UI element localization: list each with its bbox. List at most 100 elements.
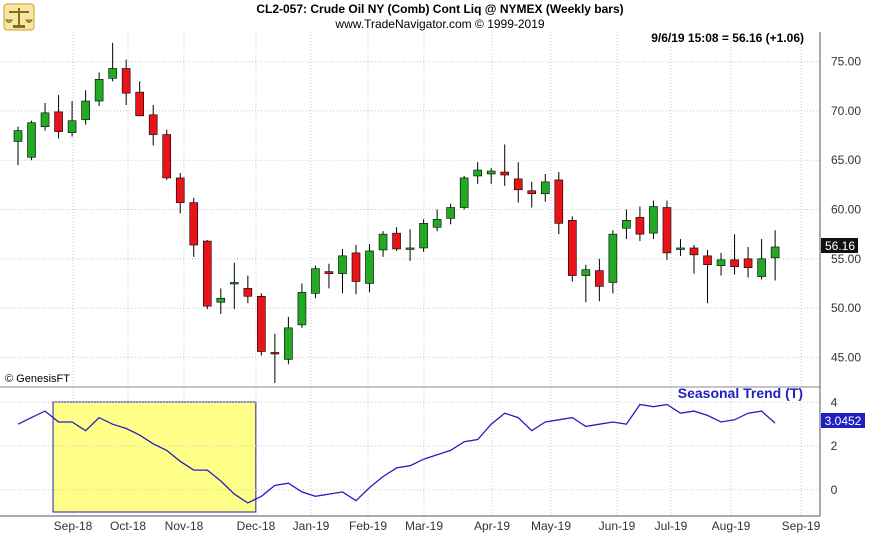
candle [297, 283, 307, 328]
candle [608, 230, 618, 294]
candle [689, 245, 699, 274]
x-tick-label: Aug-19 [712, 519, 751, 533]
candle [568, 216, 577, 282]
candles [13, 42, 780, 384]
candle [13, 126, 23, 166]
candle-body [405, 247, 415, 250]
candle [432, 209, 442, 232]
candle [743, 246, 753, 278]
seasonal-tick-label: 2 [831, 439, 838, 453]
price-tick-label: 60.00 [831, 203, 861, 217]
watermark: © GenesisFT [5, 373, 70, 385]
candle [378, 231, 388, 257]
candle-body [175, 177, 185, 203]
candle-body [716, 259, 726, 267]
candle [216, 288, 226, 315]
candle-body [446, 207, 455, 219]
candle-body [540, 181, 550, 195]
candle-body [40, 112, 50, 127]
candle [54, 95, 63, 139]
candle-body [486, 170, 496, 175]
candle [94, 72, 104, 106]
x-tick-label: Sep-19 [782, 519, 821, 533]
candle [730, 234, 739, 275]
x-tick-label: Sep-18 [54, 519, 93, 533]
candle-body [527, 190, 537, 195]
candle [770, 230, 780, 281]
candle [148, 104, 158, 146]
candle-body [121, 68, 131, 94]
x-tick-label: Oct-18 [110, 519, 146, 533]
candle [81, 90, 90, 125]
price-tick-label: 45.00 [831, 350, 861, 364]
candle-body [81, 100, 90, 121]
candle-body [473, 169, 482, 177]
candle [189, 197, 199, 257]
seasonal-tick-label: 0 [831, 483, 838, 497]
seasonal-last-tag [821, 413, 865, 428]
x-tick-label: Nov-18 [165, 519, 204, 533]
price-last-value: 56.16 [825, 239, 855, 253]
last-quote: 9/6/19 15:08 = 56.16 (+1.06) [651, 31, 804, 45]
seasonal-label: Seasonal Trend (T) [678, 385, 803, 401]
candle [243, 275, 253, 304]
candle [554, 172, 564, 235]
x-tick-label: Feb-19 [349, 519, 387, 533]
candle [716, 252, 726, 276]
candle-body [189, 202, 199, 246]
candle-body [568, 220, 577, 276]
candle-body [392, 232, 401, 250]
candle [527, 181, 537, 208]
candle-body [351, 252, 361, 282]
candle-body [432, 219, 442, 228]
candle-body [324, 271, 334, 274]
candle-body [365, 250, 374, 284]
candle-body [622, 220, 631, 229]
candle [67, 101, 77, 137]
candle-body [662, 207, 672, 254]
candle-body [635, 217, 645, 235]
candle [121, 59, 131, 105]
candle [324, 263, 334, 289]
candle [662, 200, 672, 260]
candle-body [148, 114, 158, 135]
price-tick-label: 50.00 [831, 301, 861, 315]
candle [581, 264, 591, 303]
candle-body [297, 292, 307, 326]
candle-body [54, 111, 63, 132]
candle [757, 239, 766, 280]
price-tick-label: 65.00 [831, 153, 861, 167]
candle [365, 244, 374, 293]
seasonal-highlight [52, 401, 257, 513]
candle [175, 173, 185, 214]
price-tick-label: 70.00 [831, 104, 861, 118]
candle [311, 265, 320, 299]
candle [486, 168, 496, 184]
candle-body [608, 233, 618, 283]
candle-body [13, 130, 23, 142]
candle [392, 227, 401, 251]
candle-body [581, 269, 591, 276]
price-last-tag [821, 238, 858, 253]
candle-body [649, 206, 658, 234]
candle-body [284, 327, 293, 360]
candle [649, 200, 658, 240]
axis-labels: 75.00 70.00 65.00 60.00 55.00 50.00 45.00 4 2 0 Se… [54, 55, 862, 533]
candle-body [257, 295, 266, 352]
candle [459, 175, 469, 210]
candle [500, 144, 510, 186]
candle-body [270, 352, 280, 355]
price-tick-label: 55.00 [831, 252, 861, 266]
candle [40, 103, 50, 131]
candle-body [770, 246, 780, 259]
candle [635, 206, 645, 242]
x-tick-label: Jan-19 [293, 519, 330, 533]
seasonal-tick-label: 4 [831, 395, 838, 409]
candle-body [378, 233, 388, 251]
candle [419, 219, 428, 252]
x-tick-label: Jun-19 [599, 519, 636, 533]
candle [284, 316, 293, 365]
candle-body [689, 247, 699, 256]
candle [703, 249, 712, 304]
